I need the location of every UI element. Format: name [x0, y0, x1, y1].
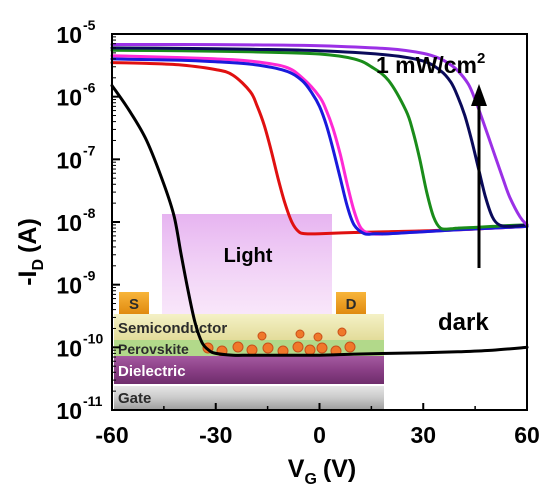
perovskite-label: Perovskite: [118, 341, 189, 357]
perovskite-particle: [246, 344, 258, 356]
series-line-0: [110, 84, 529, 357]
perovskite-particle: [257, 331, 267, 341]
drain-label: D: [346, 296, 357, 313]
y-tick-exponent: -5: [83, 17, 96, 33]
gate-label: Gate: [118, 390, 151, 407]
series-line-3: [110, 57, 529, 236]
y-tick-label: 10: [56, 22, 82, 48]
increase-arrow: [471, 84, 487, 268]
y-tick-exponent: -8: [83, 205, 96, 221]
y-tick-label: 10: [56, 85, 82, 111]
y-axis-label: -ID(A): [14, 218, 47, 286]
perovskite-particle: [313, 332, 323, 342]
source-label: S: [129, 296, 139, 313]
y-tick-exponent: -11: [83, 393, 103, 409]
dielectric-label: Dielectric: [118, 363, 186, 380]
x-axis-label: VG (V): [288, 455, 356, 488]
y-tick-exponent: -10: [83, 330, 103, 346]
y-tick-exponent: -6: [83, 80, 96, 96]
y-tick-label: 10: [56, 335, 82, 361]
dielectric-layer: [114, 356, 384, 384]
series-line-6: [110, 42, 529, 227]
series-line-5: [110, 46, 529, 228]
y-tick-label: 10: [56, 147, 82, 173]
series-line-1: [110, 61, 529, 236]
x-tick-label: 0: [313, 422, 326, 448]
x-tick-label: -30: [199, 422, 232, 448]
perovskite-particle: [304, 344, 316, 356]
y-tick-exponent: -7: [83, 142, 96, 158]
y-tick-exponent: -9: [83, 268, 96, 284]
dark-label: dark: [438, 309, 489, 336]
x-tick-label: -60: [95, 422, 128, 448]
y-tick-label: 10: [56, 398, 82, 424]
perovskite-particle: [316, 342, 328, 354]
x-ticks: -60 -30 0 30 60: [95, 403, 540, 448]
series-group: [110, 42, 529, 357]
semiconductor-label: Semiconductor: [118, 320, 227, 337]
semiconductor-layer: [114, 314, 384, 340]
perovskite-particle: [344, 341, 356, 353]
drain-contact: [336, 292, 366, 314]
series-line-4: [110, 48, 529, 231]
source-contact: [119, 292, 149, 314]
perovskite-particle: [292, 341, 304, 353]
gate-layer: [114, 386, 384, 410]
device-inset: Light S D Semiconductor Perovskite Diele…: [114, 214, 384, 410]
x-tick-label: 60: [514, 422, 540, 448]
perovskite-particle: [337, 327, 347, 337]
perovskite-particle: [232, 341, 244, 353]
intensity-label: 1 mW/cm2: [376, 50, 485, 78]
y-tick-label: 10: [56, 273, 82, 299]
x-tick-label: 30: [410, 422, 436, 448]
light-label: Light: [224, 245, 273, 267]
perovskite-particle: [262, 342, 274, 354]
perovskite-particle: [295, 329, 305, 339]
y-tick-label: 10: [56, 210, 82, 236]
series-line-2: [110, 54, 529, 236]
